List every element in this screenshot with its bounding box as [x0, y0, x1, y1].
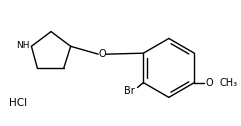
Text: O: O — [98, 49, 106, 59]
Text: O: O — [205, 78, 213, 88]
Text: CH₃: CH₃ — [220, 78, 238, 88]
Text: NH: NH — [16, 41, 29, 50]
Text: Br: Br — [124, 86, 135, 97]
Text: HCl: HCl — [9, 98, 27, 108]
